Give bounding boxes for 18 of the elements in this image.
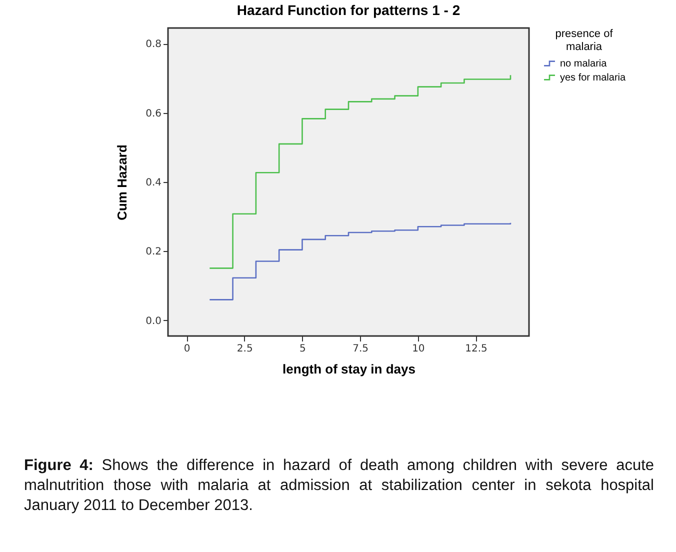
- x-tick-label: 2.5: [236, 344, 253, 354]
- y-tick-label: 0.2: [146, 246, 162, 258]
- x-tick-label: 10: [412, 344, 425, 354]
- caption: Figure 4: Shows the difference in hazard of death among children with severe acute malnutrition those with malaria at admission at stabilization center in sekota hospital January 2011 to December 2013.: [24, 456, 654, 516]
- legend-label: no malaria: [560, 58, 608, 70]
- y-axis-title: Cum Hazard: [114, 144, 130, 220]
- x-tick-label: 0: [184, 344, 190, 354]
- chart-title: Hazard Function for patterns 1 - 2: [236, 2, 460, 18]
- legend-title: presence of malaria: [555, 28, 614, 53]
- y-tick-label: 0.0: [146, 316, 162, 327]
- x-axis-title: length of stay in days: [282, 362, 416, 376]
- x-tick-label: 12.5: [465, 344, 488, 354]
- legend-label: yes for malaria: [560, 72, 626, 84]
- y-tick-label: 0.8: [146, 39, 162, 50]
- y-tick-label: 0.6: [146, 108, 162, 120]
- x-tick-label: 5: [300, 344, 306, 354]
- x-tick-label: 7.5: [352, 344, 369, 354]
- y-tick-label: 0.4: [146, 178, 162, 188]
